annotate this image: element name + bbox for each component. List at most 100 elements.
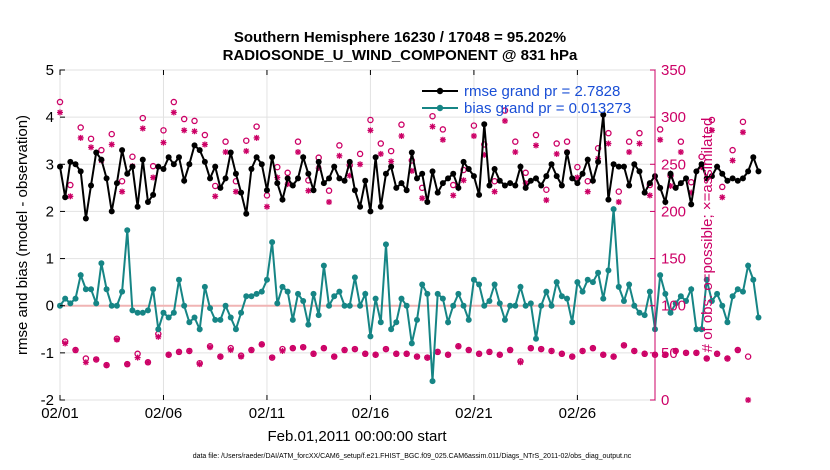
bias-point — [631, 302, 638, 309]
bias-point — [507, 302, 514, 309]
obs-possible-marker — [698, 153, 705, 160]
rmse-point — [160, 166, 167, 172]
obs-assimilated-marker — [326, 199, 333, 205]
bias-point — [434, 290, 441, 297]
obs-assimilated-marker — [124, 361, 131, 368]
obs-assimilated-marker — [181, 127, 188, 134]
bias-point — [357, 302, 364, 309]
bias-point — [615, 283, 622, 290]
obs-possible-marker — [687, 178, 695, 186]
rmse-point — [253, 154, 260, 161]
obs-possible-marker — [522, 169, 529, 177]
bias-point — [724, 319, 731, 326]
rmse-point — [124, 170, 131, 177]
bias-point — [181, 302, 188, 309]
bias-point — [579, 288, 586, 295]
obs-assimilated-marker — [672, 347, 679, 354]
rmse-point — [217, 184, 224, 191]
obs-assimilated-marker — [445, 351, 452, 358]
obs-possible-marker — [243, 137, 250, 144]
obs-assimilated-marker — [176, 348, 182, 355]
rmse-point — [139, 156, 146, 163]
bias-point — [232, 326, 239, 333]
obs-assimilated-marker — [729, 157, 736, 164]
obs-assimilated-marker — [714, 350, 721, 357]
rmse-point — [595, 158, 602, 165]
obs-assimilated-marker — [305, 187, 312, 194]
bias-point — [414, 316, 420, 323]
bias-point — [450, 302, 457, 309]
rmse-point — [476, 191, 483, 198]
obs-possible-marker — [139, 114, 147, 122]
obs-assimilated-marker — [460, 177, 467, 184]
rmse-point — [548, 161, 555, 168]
bias-point — [274, 300, 281, 307]
bias-point — [729, 293, 736, 300]
rmse-point — [558, 182, 565, 189]
footnote: data file: /Users/raeder/DAI/ATM_forcXX/… — [193, 453, 632, 460]
x-tick-label: 02/11 — [249, 405, 285, 422]
bias-point — [258, 288, 265, 295]
obs-assimilated-marker — [357, 161, 364, 168]
obs-possible-marker — [211, 182, 219, 190]
bias-point — [750, 276, 757, 283]
obs-assimilated-marker — [538, 346, 545, 353]
legend-rmse-label: rmse grand pr = 2.7828 — [464, 83, 620, 100]
obs-assimilated-marker — [243, 148, 250, 155]
rmse-point — [320, 180, 327, 187]
obs-assimilated-marker — [212, 193, 219, 200]
rmse-point — [346, 158, 353, 165]
obs-assimilated-marker — [507, 347, 514, 354]
rmse-point — [672, 184, 679, 191]
bias-point — [295, 290, 301, 297]
obs-assimilated-marker — [646, 192, 653, 199]
obs-assimilated-marker — [605, 140, 612, 147]
bias-point — [186, 319, 193, 326]
obs-assimilated-marker — [533, 142, 539, 149]
obs-possible-marker — [108, 130, 115, 138]
rmse-point — [522, 184, 529, 191]
chart-title-line2: RADIOSONDE_U_WIND_COMPONENT @ 831 hPa — [223, 47, 578, 64]
x-tick-label: 02/21 — [455, 405, 493, 422]
bias-point — [217, 316, 224, 323]
rmse-point — [615, 163, 622, 170]
bias-point — [481, 302, 488, 309]
bias-point — [672, 300, 679, 307]
rmse-point — [512, 182, 519, 189]
obs-possible-marker — [512, 138, 519, 145]
obs-assimilated-marker — [657, 136, 664, 143]
rmse-point — [533, 175, 539, 182]
obs-assimilated-marker — [388, 158, 395, 165]
obs-assimilated-marker — [496, 351, 503, 358]
rmse-point — [336, 175, 343, 182]
rmse-point — [589, 177, 596, 184]
obs-assimilated-marker — [455, 343, 462, 350]
rmse-point — [429, 168, 436, 175]
bias-point — [93, 300, 100, 307]
rmse-series — [57, 111, 762, 222]
obs-possible-marker — [439, 126, 447, 133]
rmse-point — [641, 189, 648, 196]
rmse-point — [683, 175, 690, 182]
obs-assimilated-marker — [548, 347, 555, 354]
bias-point — [719, 302, 726, 309]
bias-point — [377, 319, 384, 326]
rmse-point — [269, 154, 276, 161]
rmse-point — [181, 177, 188, 184]
bias-point — [667, 309, 674, 316]
rmse-point — [98, 156, 105, 163]
bias-point — [688, 286, 695, 293]
rmse-point — [403, 187, 410, 194]
obs-assimilated-marker — [341, 347, 348, 354]
rmse-point — [507, 180, 514, 187]
obs-assimilated-marker — [269, 354, 276, 361]
rmse-point — [579, 170, 586, 177]
bias-point — [367, 333, 374, 340]
obs-possible-marker — [553, 140, 560, 147]
y-tick-label: 4 — [46, 109, 54, 126]
rmse-point — [662, 199, 669, 205]
bias-point — [636, 309, 643, 316]
rmse-point — [67, 158, 74, 165]
bias-point — [398, 295, 405, 302]
